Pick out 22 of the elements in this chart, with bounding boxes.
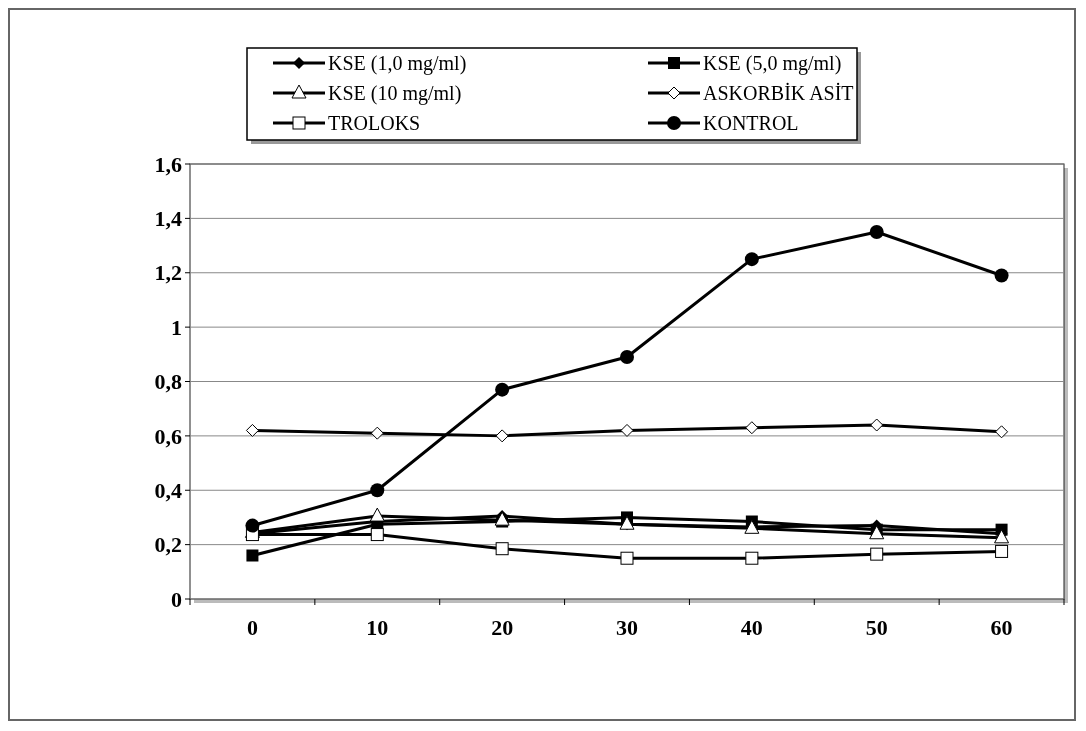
- x-tick-label: 10: [366, 615, 389, 640]
- x-tick-label: 20: [491, 615, 514, 640]
- legend-label: KSE (1,0 mg/ml): [328, 52, 467, 75]
- x-tick-label: 0: [246, 615, 258, 640]
- x-tick-label: 30: [616, 615, 638, 640]
- x-tick-label: 50: [865, 615, 888, 640]
- y-tick-label: 0: [171, 586, 182, 612]
- y-tick-label: 0,6: [154, 423, 182, 449]
- legend-label: KSE (5,0 mg/ml): [703, 52, 842, 75]
- y-tick-label: 0,8: [154, 369, 182, 395]
- y-tick-label: 1: [171, 314, 182, 340]
- y-tick-label: 1,2: [154, 260, 182, 286]
- x-tick-label: 40: [740, 615, 763, 640]
- legend-label: KONTROL: [703, 112, 799, 134]
- y-tick-label: 0,2: [154, 532, 182, 558]
- y-tick-label: 0,4: [154, 477, 182, 503]
- legend-label: TROLOKS: [328, 112, 421, 134]
- legend-label: KSE (10 mg/ml): [328, 82, 462, 105]
- y-tick-label: 1,4: [154, 206, 182, 232]
- x-tick-label: 60: [990, 615, 1013, 640]
- y-tick-label: 1,6: [154, 151, 182, 177]
- legend-label: ASKORBİK ASİT: [703, 82, 854, 104]
